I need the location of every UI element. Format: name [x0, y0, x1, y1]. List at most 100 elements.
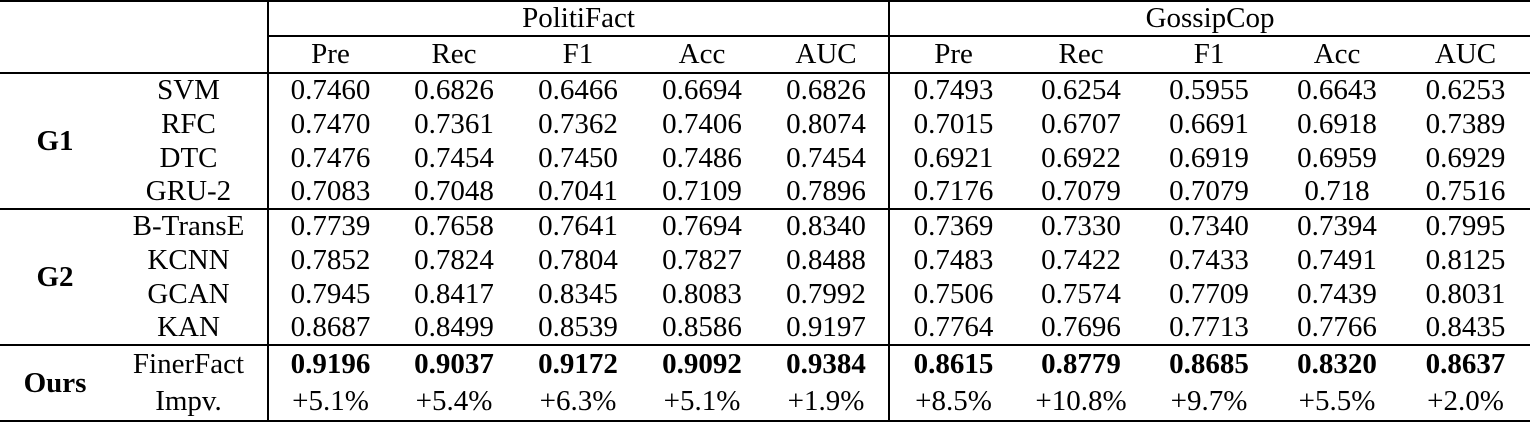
value-cell: 0.7109 [662, 175, 742, 207]
value-cell: 0.7079 [1169, 175, 1249, 207]
model-name: KCNN [110, 243, 269, 277]
value-cell: 0.7476 [290, 141, 371, 174]
value-cell: 0.8074 [764, 107, 891, 141]
metric-header-rec: Rec [392, 36, 516, 74]
value-cell: 0.6921 [913, 141, 994, 174]
value-cell: 0.7433 [1169, 243, 1249, 276]
value-cell: 0.7079 [1041, 175, 1121, 207]
model-name: KAN [110, 311, 269, 345]
value-cell: 0.8539 [538, 311, 618, 343]
group-label: Ours [23, 366, 87, 399]
dataset-header-politifact: PolitiFact [268, 1, 891, 37]
model-name: GCAN [110, 277, 269, 311]
model-name: RFC [110, 107, 269, 141]
dataset-header-gossipcop: GossipCop [889, 1, 1530, 37]
corner-cell [0, 36, 269, 74]
value-cell: 0.9384 [764, 345, 891, 383]
value-cell: 0.5955 [1169, 74, 1249, 106]
table-row: GRU-2 0.7083 0.7048 0.7041 0.7109 0.7896… [0, 175, 1530, 209]
table-row: G1 SVM 0.7460 0.6826 0.6466 0.6694 0.682… [0, 73, 1530, 157]
metric-header-rec: Rec [1017, 36, 1146, 74]
value-cell: 0.8125 [1425, 243, 1506, 276]
value-cell: +10.8% [1035, 385, 1127, 417]
value-cell: 0.7574 [1041, 277, 1121, 310]
value-cell: 0.6643 [1297, 74, 1377, 106]
model-name: SVM [110, 73, 269, 107]
value-cell: 0.7362 [538, 107, 618, 140]
value-cell: 0.7709 [1169, 277, 1249, 310]
value-cell: 0.6466 [538, 74, 618, 106]
value-cell: 0.7330 [1041, 210, 1121, 242]
value-cell: 0.8586 [662, 311, 742, 343]
value-cell: 0.8687 [290, 311, 371, 343]
value-cell: 0.7852 [290, 243, 371, 276]
value-cell: 0.7764 [913, 311, 994, 343]
value-cell: 0.7766 [1297, 311, 1377, 343]
value-cell: 0.6922 [1041, 141, 1121, 174]
value-cell: +9.7% [1170, 385, 1248, 417]
model-name: DTC [110, 141, 269, 175]
model-name: GRU-2 [110, 175, 269, 209]
value-cell: +5.4% [415, 385, 493, 417]
table-row: RFC 0.7470 0.7361 0.7362 0.7406 0.8074 0… [0, 107, 1530, 141]
group-label: G2 [36, 260, 74, 293]
group-g2: G2 B-TransE 0.7739 0.7658 0.7641 0.7694 … [0, 209, 1530, 345]
value-cell: 0.6919 [1169, 141, 1249, 174]
value-cell: 0.7896 [764, 175, 891, 209]
value-cell: 0.7394 [1297, 210, 1377, 242]
table-header: PolitiFact GossipCop Pre Rec F1 Acc AUC … [0, 1, 1530, 74]
value-cell: 0.7486 [662, 141, 742, 174]
value-cell: 0.7827 [662, 243, 742, 276]
group-label: G1 [36, 124, 74, 157]
dataset-header-row: PolitiFact GossipCop [0, 1, 1530, 37]
table-row: Impv. +5.1% +5.4% +6.3% +5.1% +1.9% +8.5… [0, 383, 1530, 421]
value-cell: 0.8779 [1041, 348, 1121, 380]
metric-header-pre: Pre [889, 36, 1018, 74]
value-cell: 0.7694 [662, 210, 742, 242]
value-cell: 0.7460 [290, 74, 371, 106]
value-cell: 0.7739 [290, 210, 371, 242]
group-ours: Ours FinerFact 0.9196 0.9037 0.9172 0.90… [0, 345, 1530, 421]
value-cell: 0.6929 [1425, 141, 1506, 174]
value-cell: +5.1% [292, 385, 369, 417]
model-name: B-TransE [110, 209, 269, 243]
value-cell: 0.6959 [1297, 141, 1377, 174]
value-cell: 0.8615 [913, 348, 994, 380]
value-cell: 0.9037 [414, 348, 494, 380]
value-cell: 0.7470 [290, 107, 371, 140]
value-cell: 0.8499 [414, 311, 494, 343]
value-cell: 0.8031 [1425, 277, 1506, 310]
value-cell: 0.7450 [538, 141, 618, 174]
value-cell: 0.7422 [1041, 243, 1121, 276]
value-cell: 0.7506 [913, 277, 994, 310]
value-cell: 0.7493 [913, 74, 994, 106]
value-cell: 0.7658 [414, 210, 494, 242]
value-cell: 0.9196 [290, 348, 371, 380]
value-cell: 0.6826 [414, 74, 494, 106]
value-cell: 0.9197 [764, 311, 891, 345]
table-row: DTC 0.7476 0.7454 0.7450 0.7486 0.7454 0… [0, 141, 1530, 175]
value-cell: +8.5% [915, 385, 992, 417]
value-cell: 0.8488 [764, 243, 891, 277]
value-cell: 0.9172 [538, 348, 618, 380]
value-cell: 0.7369 [913, 210, 994, 242]
table-row: G2 B-TransE 0.7739 0.7658 0.7641 0.7694 … [0, 209, 1530, 293]
value-cell: 0.7483 [913, 243, 994, 276]
value-cell: 0.6254 [1041, 74, 1121, 106]
value-cell: 0.7083 [290, 175, 371, 207]
value-cell: 0.8435 [1425, 311, 1506, 343]
table-row: Ours FinerFact 0.9196 0.9037 0.9172 0.90… [0, 345, 1530, 399]
value-cell: 0.7491 [1297, 243, 1377, 276]
model-name: Impv. [110, 383, 269, 421]
value-cell: 0.8083 [662, 277, 742, 310]
value-cell: 0.8320 [1297, 348, 1377, 380]
value-cell: 0.9092 [662, 348, 742, 380]
value-cell: 0.7015 [913, 107, 994, 140]
value-cell: 0.8685 [1169, 348, 1249, 380]
value-cell: 0.6918 [1297, 107, 1377, 140]
value-cell: 0.7824 [414, 243, 494, 276]
value-cell: 0.8637 [1425, 348, 1506, 380]
table-row: KCNN 0.7852 0.7824 0.7804 0.7827 0.8488 … [0, 243, 1530, 277]
